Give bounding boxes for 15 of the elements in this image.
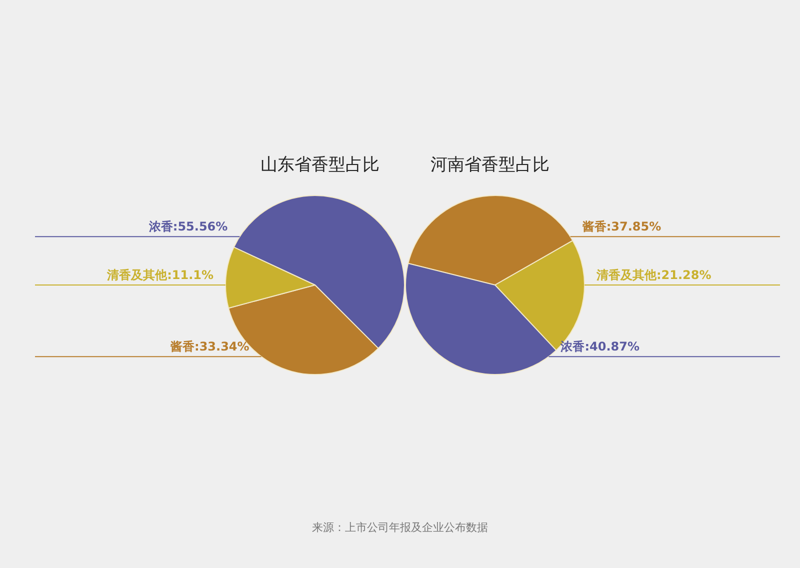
slice-label: 浓香 bbox=[560, 340, 586, 354]
slice-label: 浓香 bbox=[148, 220, 174, 234]
data-label: :11.1% bbox=[167, 268, 214, 282]
slice-label: 清香及其他 bbox=[106, 268, 168, 282]
data-label: :33.34% bbox=[194, 340, 250, 354]
data-label: :37.85% bbox=[606, 220, 662, 234]
data-label: :55.56% bbox=[172, 220, 228, 234]
slice-label: 酱香 bbox=[170, 340, 196, 354]
data-label: :40.87% bbox=[584, 340, 640, 354]
chart-title: 山东省香型占比 bbox=[260, 154, 380, 177]
source-note: 来源：上市公司年报及企业公布数据 bbox=[311, 520, 489, 535]
data-label: :21.28% bbox=[656, 268, 712, 282]
chart-title: 河南省香型占比 bbox=[430, 154, 550, 177]
slice-label: 清香及其他 bbox=[596, 268, 658, 282]
slice-label: 酱香 bbox=[581, 220, 608, 234]
